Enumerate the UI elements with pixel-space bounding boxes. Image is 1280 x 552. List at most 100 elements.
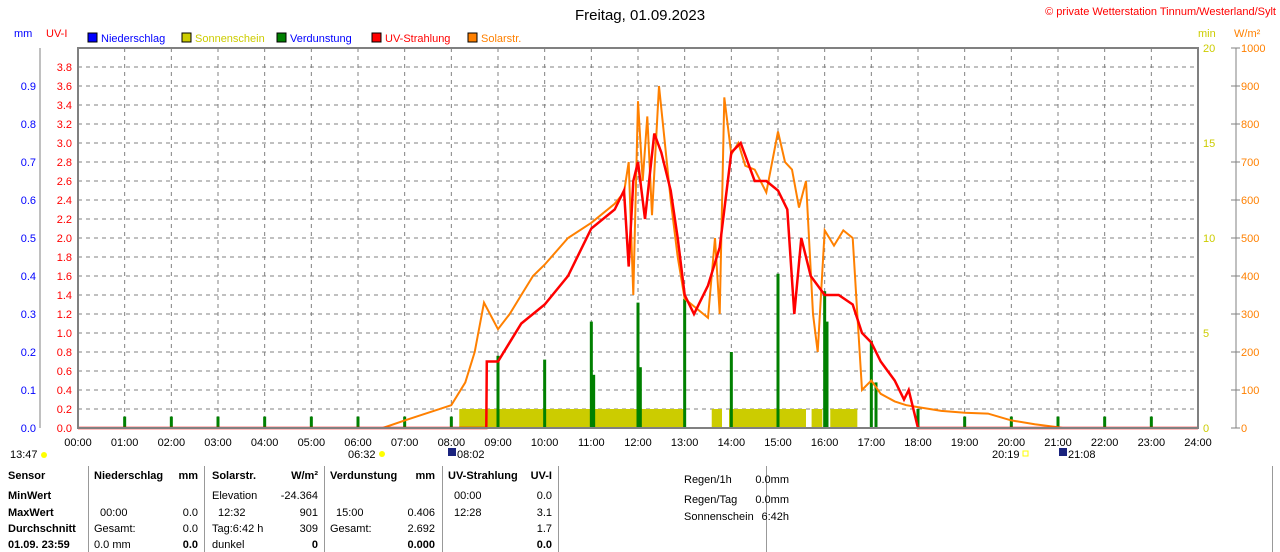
min-tick-label: 5 (1203, 328, 1209, 340)
sunset: 20:19 (992, 449, 1020, 460)
x-tick-label: 12:00 (624, 437, 652, 449)
legend-swatch (181, 32, 192, 43)
uv-tick-label: 3.6 (57, 81, 72, 93)
copyright: © private Wetterstation Tinnum/Westerlan… (1045, 6, 1276, 18)
table-cell: 309 (299, 523, 318, 535)
evaporation-bar (825, 321, 829, 428)
uv-tick-label: 3.4 (57, 100, 72, 112)
evaporation-bar (169, 416, 173, 428)
uv-tick-label: 0.8 (57, 347, 72, 359)
wm2-tick-label: 0 (1241, 423, 1247, 435)
table-cell: 1.7 (536, 523, 552, 535)
evaporation-bar (449, 416, 453, 428)
evaporation-bar (216, 416, 220, 428)
evaporation-bar (874, 382, 878, 428)
mm-tick-label: 0.3 (21, 309, 36, 321)
wm2-tick-label: 700 (1241, 157, 1259, 169)
table-cell: 0.0 (536, 539, 552, 551)
sun-icon (41, 452, 47, 458)
wm2-axis-label: W/m² (1234, 28, 1261, 40)
sunshine-bar (459, 409, 685, 428)
table-cell: 901 (299, 507, 318, 519)
moonset: 21:08 (1068, 449, 1096, 460)
table-cell: 0.0 mm (94, 539, 131, 551)
evaporation-bar (636, 302, 640, 428)
x-tick-label: 13:00 (671, 437, 699, 449)
x-tick-label: 08:00 (438, 437, 466, 449)
uv-tick-label: 1.2 (57, 309, 72, 321)
sunshine-bar (830, 409, 858, 428)
table-cell: mm (415, 470, 435, 482)
table-cell: Gesamt: (94, 523, 136, 535)
x-tick-label: 11:00 (578, 437, 605, 449)
uv-tick-label: 0.0 (57, 423, 72, 435)
table-cell: W/m² (291, 470, 318, 482)
legend-item: Sonnenschein (195, 33, 265, 45)
table-cell: 12:28 (454, 507, 482, 519)
table-cell: 0.406 (407, 507, 435, 519)
x-tick-label: 10:00 (531, 437, 559, 449)
uv-tick-label: 3.8 (57, 62, 72, 74)
table-cell: 0.0mm (755, 494, 789, 506)
evaporation-bar (916, 409, 920, 428)
x-tick-label: 24:00 (1184, 437, 1212, 449)
evaporation-bar (1103, 416, 1107, 428)
table-cell: Sensor (8, 470, 46, 482)
mm-tick-label: 0.7 (21, 157, 36, 169)
legend: Niederschlag Sonnenschein Verdunstung UV-St… (87, 32, 521, 45)
sunshine-bars (459, 409, 858, 428)
wm2-tick-label: 1000 (1241, 43, 1265, 55)
sun-moon-times: 13:47 06:32 08:02 20:19 21:08 (10, 448, 1096, 460)
x-tick-label: 07:00 (391, 437, 419, 449)
axes: 00:00 01:00 02:00 03:00 04:00 05:00 06:00 07:00… (21, 43, 1266, 449)
moonrise: 08:02 (457, 449, 485, 460)
sunshine-bar (711, 409, 722, 428)
evaporation-bar (683, 298, 687, 428)
x-tick-label: 04:00 (251, 437, 279, 449)
wm2-tick-label: 300 (1241, 309, 1259, 321)
uv-tick-label: 3.0 (57, 138, 72, 150)
evaporation-bar (776, 273, 780, 428)
stats-table: Sensor MinWert MaxWert Durchschnitt 01.09. 2… (0, 466, 1280, 552)
uv-tick-label: 3.2 (57, 119, 72, 131)
mm-tick-label: 0.1 (21, 385, 36, 397)
mm-tick-label: 0.9 (21, 81, 36, 93)
uv-tick-label: 1.6 (57, 271, 72, 283)
table-cell: Verdunstung (330, 470, 398, 482)
plot-frame (77, 47, 1199, 429)
evaporation-bar (1056, 416, 1060, 428)
table-cell: 0.0 (182, 523, 198, 535)
x-tick-label: 01:00 (111, 437, 139, 449)
table-cell: Niederschlag (94, 470, 164, 482)
sunshine-bar (729, 409, 806, 428)
x-tick-label: 06:00 (344, 437, 372, 449)
daylength: 13:47 (10, 449, 38, 460)
x-tick-label: 03:00 (204, 437, 232, 449)
evaporation-bar (309, 416, 313, 428)
x-tick-label: 20:00 (998, 437, 1026, 449)
table-cell: Solarstr. (212, 470, 257, 482)
x-tick-label: 19:00 (951, 437, 979, 449)
table-cell: -24.364 (280, 490, 318, 502)
table-cell: 0.0mm (755, 474, 789, 486)
evaporation-bar (1149, 416, 1153, 428)
table-cell: UV-I (530, 470, 552, 482)
legend-swatch (371, 32, 382, 43)
evaporation-bar (729, 352, 733, 428)
x-tick-label: 22:00 (1091, 437, 1119, 449)
uv-tick-label: 0.6 (57, 366, 72, 378)
min-tick-label: 10 (1203, 233, 1215, 245)
wm2-tick-label: 100 (1241, 385, 1259, 397)
wm2-tick-label: 800 (1241, 119, 1259, 131)
table-cell: Gesamt: (330, 523, 372, 535)
uv-tick-label: 2.6 (57, 176, 72, 188)
x-tick-label: 15:00 (764, 437, 792, 449)
table-cell: 6:42h (761, 511, 789, 523)
evaporation-bar (123, 416, 127, 428)
evaporation-bar (823, 291, 827, 428)
legend-item: UV-Strahlung (385, 33, 450, 45)
table-cell: 00:00 (100, 507, 128, 519)
evaporation-bar (403, 416, 407, 428)
x-tick-label: 18:00 (904, 437, 932, 449)
x-tick-label: 00:00 (64, 437, 92, 449)
